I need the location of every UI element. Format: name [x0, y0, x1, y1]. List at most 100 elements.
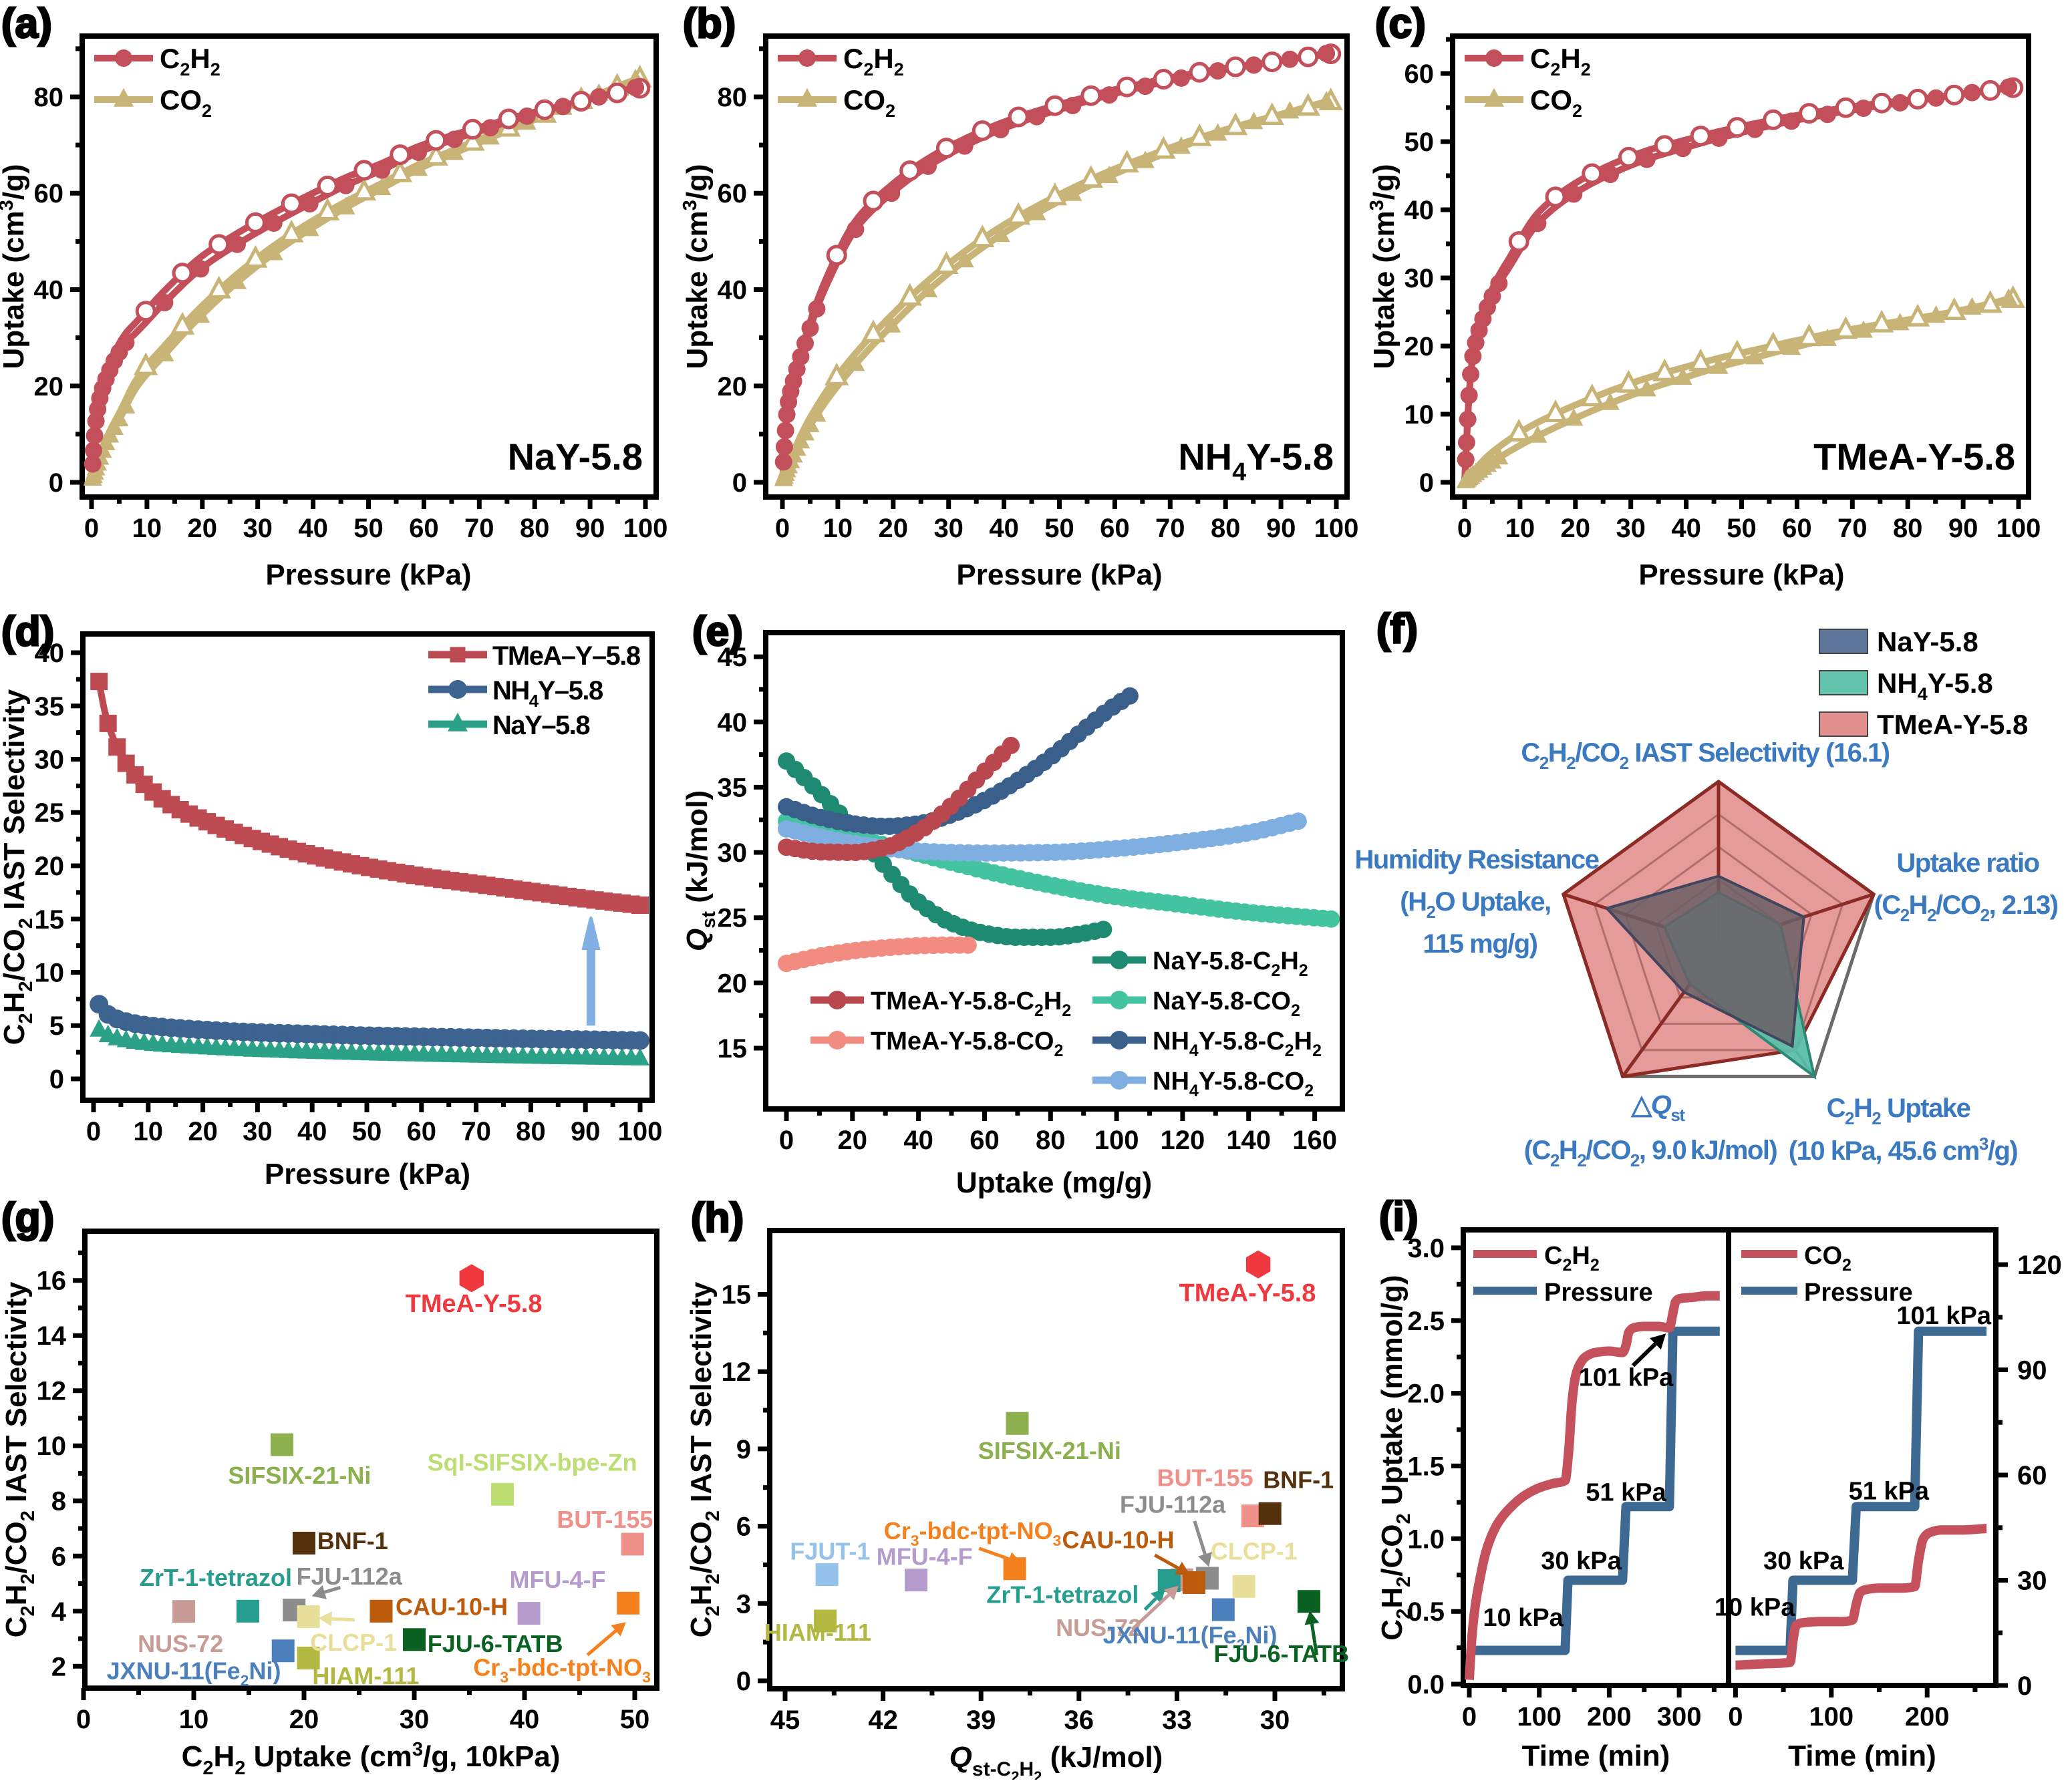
svg-text:NH4​Y-5.8-C2​H2​: NH4​Y-5.8-C2​H2​: [1153, 1027, 1322, 1060]
svg-text:2: 2: [51, 1652, 66, 1681]
svg-text:35: 35: [35, 692, 65, 721]
svg-text:0: 0: [49, 468, 63, 498]
svg-text:C2​H2​: C2​H2​: [1544, 1242, 1600, 1275]
svg-text:(i): (i): [1379, 1194, 1419, 1240]
svg-text:40: 40: [35, 639, 65, 668]
svg-text:10: 10: [823, 514, 853, 543]
svg-text:Cr3​-bdc-tpt-NO3​: Cr3​-bdc-tpt-NO3​: [473, 1654, 651, 1686]
svg-text:100: 100: [1094, 1126, 1139, 1155]
svg-text:0: 0: [2017, 1671, 2032, 1701]
svg-text:5: 5: [49, 1011, 64, 1041]
svg-text:50: 50: [1404, 128, 1435, 157]
svg-text:20: 20: [188, 1117, 218, 1146]
svg-text:2.0: 2.0: [1407, 1380, 1445, 1409]
svg-text:CO2​: CO2​: [843, 84, 895, 121]
svg-text:NaY-5.8: NaY-5.8: [508, 436, 643, 478]
svg-text:HIAM-111: HIAM-111: [764, 1619, 871, 1646]
svg-text:1.0: 1.0: [1407, 1524, 1445, 1554]
svg-text:30: 30: [400, 1705, 430, 1734]
svg-text:20: 20: [1404, 332, 1435, 361]
svg-text:4: 4: [51, 1597, 67, 1627]
svg-text:CO2​: CO2​: [160, 84, 212, 121]
svg-text:Uptake (cm3​/g): Uptake (cm3​/g): [1366, 164, 1400, 369]
svg-text:40: 40: [718, 708, 748, 738]
svg-text:20: 20: [718, 969, 748, 998]
svg-text:NH4​Y–5.8: NH4​Y–5.8: [492, 676, 603, 711]
svg-text:120: 120: [1161, 1126, 1205, 1155]
svg-text:51 kPa: 51 kPa: [1849, 1478, 1930, 1506]
svg-text:NH4​Y-5.8-CO2​: NH4​Y-5.8-CO2​: [1153, 1068, 1314, 1100]
svg-text:40: 40: [903, 1126, 933, 1155]
svg-text:80: 80: [1036, 1126, 1066, 1155]
svg-text:BUT-155: BUT-155: [1157, 1464, 1253, 1491]
svg-text:30: 30: [1260, 1706, 1290, 1735]
svg-text:42: 42: [868, 1706, 898, 1735]
svg-text:CO2​: CO2​: [1530, 84, 1582, 121]
svg-text:20: 20: [838, 1126, 868, 1155]
svg-text:50: 50: [1727, 514, 1757, 543]
svg-text:100: 100: [623, 514, 668, 543]
svg-text:FJU-6-TATB: FJU-6-TATB: [428, 1630, 563, 1657]
svg-text:CAU-10-H: CAU-10-H: [1062, 1526, 1174, 1553]
svg-text:45: 45: [770, 1706, 800, 1735]
svg-text:101 kPa: 101 kPa: [1896, 1302, 1991, 1330]
svg-text:10: 10: [35, 959, 65, 988]
svg-text:Humidity Resistance: Humidity Resistance: [1355, 845, 1599, 874]
svg-text:HIAM-111: HIAM-111: [312, 1662, 419, 1689]
svg-text:51 kPa: 51 kPa: [1586, 1479, 1666, 1507]
svg-text:25: 25: [718, 904, 748, 933]
svg-text:3.0: 3.0: [1407, 1234, 1445, 1263]
svg-text:10: 10: [1505, 514, 1535, 543]
svg-text:0.5: 0.5: [1407, 1597, 1445, 1627]
svg-text:30 kPa: 30 kPa: [1541, 1547, 1622, 1575]
svg-text:(b): (b): [683, 1, 736, 47]
svg-text:40: 40: [297, 1117, 327, 1146]
svg-text:(10 kPa, 45.6 cm3​/g): (10 kPa, 45.6 cm3​/g): [1789, 1134, 2018, 1166]
svg-text:60: 60: [718, 179, 748, 208]
svg-text:MFU-4-F: MFU-4-F: [877, 1543, 973, 1570]
svg-text:0: 0: [775, 514, 790, 543]
svg-text:CO2​: CO2​: [1804, 1242, 1852, 1275]
svg-text:8: 8: [51, 1487, 66, 1516]
svg-text:10: 10: [1404, 400, 1435, 430]
svg-text:40: 40: [989, 514, 1019, 543]
svg-text:TMeA-Y-5.8: TMeA-Y-5.8: [1877, 709, 2028, 740]
svg-text:100: 100: [1809, 1702, 1854, 1732]
svg-text:TMeA-Y-5.8: TMeA-Y-5.8: [1179, 1279, 1316, 1307]
svg-text:80: 80: [718, 83, 748, 112]
svg-text:TMeA–Y–5.8: TMeA–Y–5.8: [492, 641, 641, 671]
svg-text:15: 15: [722, 1281, 752, 1310]
svg-text:80: 80: [1211, 514, 1241, 543]
svg-text:C2​H2​/CO2​ IAST Selectivity: C2​H2​/CO2​ IAST Selectivity: [685, 1281, 724, 1637]
svg-text:30: 30: [718, 838, 748, 868]
svg-text:0.0: 0.0: [1407, 1670, 1445, 1699]
svg-text:FJU-112a: FJU-112a: [1120, 1491, 1226, 1518]
svg-text:20: 20: [188, 514, 218, 543]
svg-text:MFU-4-F: MFU-4-F: [510, 1566, 606, 1593]
svg-text:10: 10: [134, 1117, 164, 1146]
svg-text:12: 12: [722, 1357, 752, 1387]
svg-text:0: 0: [49, 1065, 64, 1094]
svg-text:35: 35: [718, 773, 748, 802]
svg-text:CLCP-1: CLCP-1: [1211, 1537, 1298, 1565]
svg-text:ZrT-1-tetrazol: ZrT-1-tetrazol: [140, 1564, 292, 1591]
svg-text:C2​H2​ Uptake: C2​H2​ Uptake: [1827, 1094, 1970, 1128]
svg-text:(C2​H2​/CO2​, 9.0 kJ/mol): (C2​H2​/CO2​, 9.0 kJ/mol): [1524, 1136, 1777, 1170]
svg-text:40: 40: [34, 276, 64, 305]
svg-text:Pressure (kPa): Pressure (kPa): [956, 558, 1162, 591]
svg-text:NUS-72: NUS-72: [138, 1630, 223, 1657]
svg-text:30 kPa: 30 kPa: [1763, 1547, 1844, 1575]
svg-text:200: 200: [1905, 1702, 1950, 1732]
svg-text:Time (min): Time (min): [1522, 1740, 1670, 1772]
svg-text:25: 25: [35, 798, 65, 828]
svg-text:300: 300: [1657, 1702, 1702, 1732]
svg-text:80: 80: [516, 1117, 546, 1146]
svg-text:FJU-6-TATB: FJU-6-TATB: [1213, 1640, 1349, 1667]
svg-text:20: 20: [718, 372, 748, 401]
svg-text:TMeA-Y-5.8-C2​H2​: TMeA-Y-5.8-C2​H2​: [871, 987, 1071, 1020]
svg-text:10 kPa: 10 kPa: [1483, 1604, 1564, 1632]
svg-text:(a): (a): [1, 1, 52, 47]
svg-text:0: 0: [1462, 1702, 1477, 1732]
svg-text:40: 40: [1671, 514, 1701, 543]
svg-text:30: 30: [35, 746, 65, 775]
